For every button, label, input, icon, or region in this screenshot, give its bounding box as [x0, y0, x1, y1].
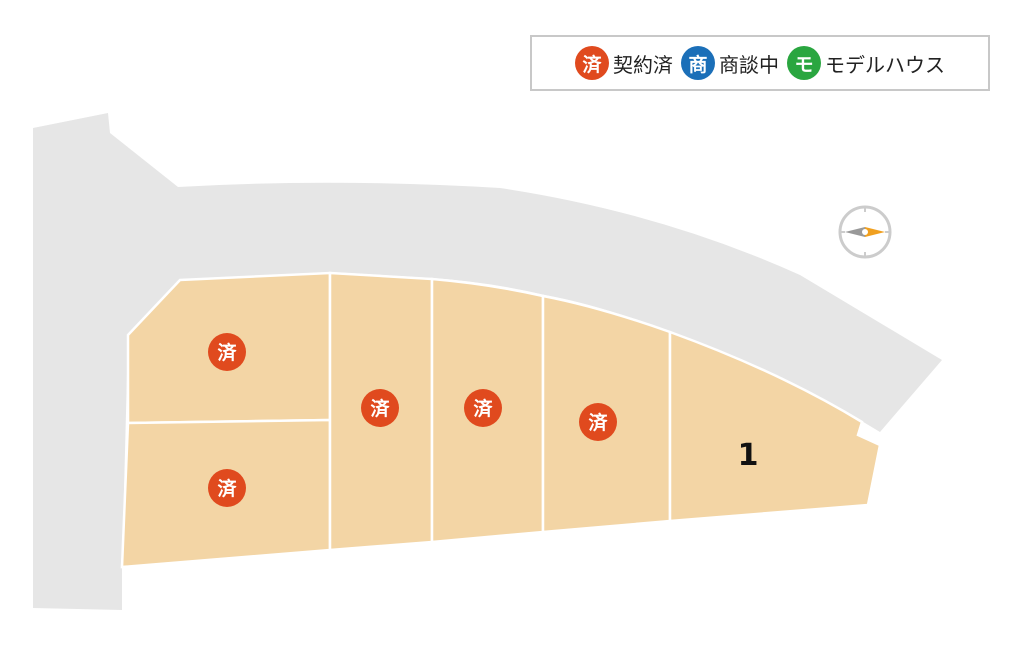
model-house-badge-icon: モ — [787, 46, 821, 80]
legend-item-negotiating: 商商談中 — [681, 46, 779, 80]
lot-number: 1 — [738, 438, 759, 473]
compass-icon — [838, 205, 892, 259]
svg-text:済: 済 — [588, 411, 608, 434]
svg-text:済: 済 — [217, 477, 237, 500]
legend: 済契約済 商商談中 モモデルハウス — [530, 35, 990, 91]
legend-item-model-house: モモデルハウス — [787, 46, 945, 80]
sold-badge: 済 — [208, 333, 246, 371]
legend-item-sold: 済契約済 — [575, 46, 673, 80]
negotiating-badge-icon: 商 — [681, 46, 715, 80]
legend-label: モデルハウス — [825, 52, 945, 77]
svg-text:済: 済 — [473, 397, 493, 420]
sold-badge: 済 — [464, 389, 502, 427]
sold-badge: 済 — [579, 403, 617, 441]
sold-badge: 済 — [208, 469, 246, 507]
lot-1[interactable] — [668, 330, 882, 523]
legend-label: 商談中 — [719, 52, 779, 77]
sold-badge-icon: 済 — [575, 46, 609, 80]
road — [33, 113, 942, 610]
svg-text:済: 済 — [370, 397, 390, 420]
legend-label: 契約済 — [613, 52, 673, 77]
sold-badge: 済 — [361, 389, 399, 427]
svg-text:済: 済 — [217, 341, 237, 364]
